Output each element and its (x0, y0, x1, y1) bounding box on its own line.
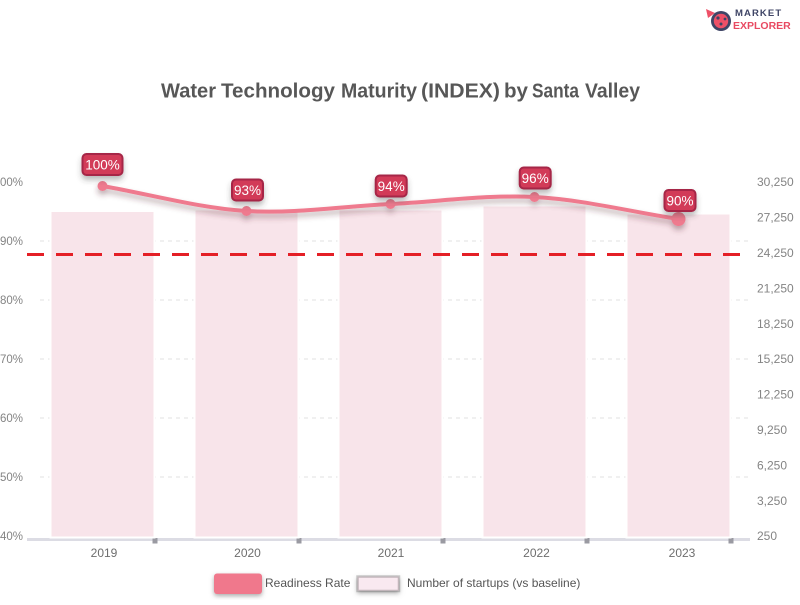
svg-text:2021: 2021 (378, 546, 405, 560)
svg-text:90%: 90% (666, 194, 693, 209)
svg-text:3,250: 3,250 (757, 494, 787, 508)
svg-text:80%: 80% (0, 295, 23, 307)
svg-text:Technology: Technology (221, 81, 336, 103)
svg-text:24,250: 24,250 (757, 246, 794, 260)
svg-text:6,250: 6,250 (757, 458, 787, 472)
svg-text:2023: 2023 (669, 546, 696, 560)
svg-text:Santa: Santa (532, 81, 580, 103)
svg-text:100%: 100% (85, 158, 120, 173)
svg-text:94%: 94% (378, 179, 405, 194)
svg-text:9,250: 9,250 (757, 423, 787, 437)
svg-text:Maturity: Maturity (341, 81, 418, 103)
svg-text:50%: 50% (0, 472, 23, 484)
svg-text:MARKET: MARKET (735, 8, 782, 19)
svg-text:90%: 90% (0, 236, 23, 248)
svg-text:250: 250 (757, 529, 777, 543)
svg-text:100%: 100% (0, 177, 23, 189)
svg-text:2020: 2020 (234, 546, 261, 560)
svg-text:96%: 96% (522, 171, 549, 186)
svg-text:Readiness Rate: Readiness Rate (265, 576, 351, 590)
svg-text:27,250: 27,250 (757, 211, 794, 225)
svg-text:2019: 2019 (91, 546, 118, 560)
svg-text:Number of startups (vs baselin: Number of startups (vs baseline) (407, 576, 580, 590)
svg-text:by: by (504, 81, 529, 103)
svg-text:Valley: Valley (585, 81, 641, 103)
svg-text:2022: 2022 (523, 546, 550, 560)
svg-text:30,250: 30,250 (757, 175, 794, 189)
svg-text:70%: 70% (0, 354, 23, 366)
svg-text:Water: Water (161, 81, 216, 103)
svg-text:93%: 93% (234, 183, 261, 198)
svg-text:(INDEX): (INDEX) (421, 81, 500, 103)
svg-text:EXPLORER: EXPLORER (733, 20, 791, 32)
svg-text:21,250: 21,250 (757, 281, 794, 295)
svg-text:60%: 60% (0, 413, 23, 425)
svg-text:12,250: 12,250 (757, 388, 794, 402)
svg-text:15,250: 15,250 (757, 352, 794, 366)
svg-text:18,250: 18,250 (757, 317, 794, 331)
svg-text:40%: 40% (0, 531, 23, 543)
